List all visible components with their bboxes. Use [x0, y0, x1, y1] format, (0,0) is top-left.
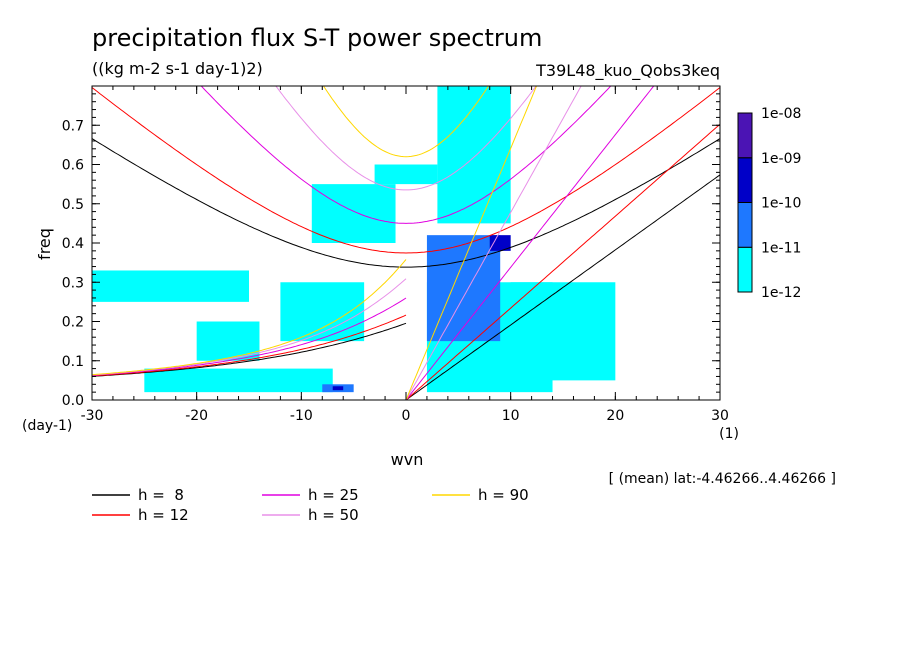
power-region	[374, 164, 438, 185]
colorbar: 1e-12 1e-11 1e-10 1e-09 1e-08	[737, 106, 801, 301]
curve-legend: h = 8 h = 12 h = 25 h = 50 h = 90	[92, 486, 529, 524]
colorbar-label: 1e-10	[761, 196, 801, 212]
legend-label: h = 90	[478, 486, 529, 504]
gravity-wave-curve	[92, 87, 720, 254]
x-axis-label: wvn	[391, 450, 424, 469]
power-region	[510, 282, 616, 381]
power-region	[144, 368, 333, 393]
chart-title: precipitation flux S-T power spectrum	[92, 24, 542, 52]
gravity-wave-curve	[275, 86, 537, 191]
colorbar-swatch	[737, 157, 753, 203]
legend-label: h = 8	[138, 486, 184, 504]
kelvin-wave-curve	[405, 86, 655, 400]
kelvin-wave-curve	[405, 86, 582, 400]
x-unit-label: (1)	[719, 426, 739, 442]
x-axis-ticks: -30 -20 -10 0 10 20 30	[81, 86, 729, 424]
latitude-note: [ (mean) lat:-4.46266..4.46266 ]	[609, 471, 836, 487]
mrg-wave-curve	[92, 314, 407, 377]
experiment-label: T39L48_kuo_Qobs3keq	[535, 61, 720, 81]
y-tick-label: 0.0	[62, 393, 84, 409]
x-tick-label: -30	[81, 408, 104, 424]
power-region	[437, 86, 511, 224]
y-tick-label: 0.6	[62, 158, 84, 174]
legend-label: h = 25	[308, 486, 359, 504]
gravity-wave-curve	[322, 86, 490, 158]
power-region	[489, 235, 511, 251]
mrg-wave-curve	[92, 322, 407, 377]
colorbar-label: 1e-11	[761, 240, 801, 256]
power-region	[196, 321, 260, 361]
colorbar-swatch	[737, 202, 753, 248]
x-tick-label: 20	[606, 408, 624, 424]
kelvin-wave-curve	[405, 86, 538, 400]
power-region	[332, 386, 344, 391]
y-tick-label: 0.2	[62, 315, 84, 331]
colorbar-label: 1e-08	[761, 106, 801, 122]
y-tick-label: 0.7	[62, 118, 84, 134]
colorbar-swatch	[737, 112, 753, 159]
y-tick-label: 0.5	[62, 197, 84, 213]
chart-subtitle: ((kg m-2 s-1 day-1)2)	[92, 59, 263, 78]
colorbar-swatch	[737, 246, 753, 293]
power-region	[92, 270, 249, 302]
dispersion-curves	[92, 86, 720, 400]
gravity-wave-curve	[92, 138, 720, 268]
y-unit-label: (day-1)	[22, 418, 72, 434]
kelvin-wave-curve	[405, 174, 720, 400]
x-tick-label: 30	[711, 408, 729, 424]
mrg-wave-curve	[92, 259, 407, 376]
y-tick-label: 0.1	[62, 354, 84, 370]
kelvin-wave-curve	[405, 123, 720, 400]
y-tick-label: 0.4	[62, 236, 84, 252]
power-regions	[92, 86, 616, 393]
x-tick-label: 0	[402, 408, 411, 424]
legend-label: h = 50	[308, 506, 359, 524]
x-tick-label: 10	[502, 408, 520, 424]
gravity-wave-curve	[200, 86, 612, 224]
colorbar-label: 1e-09	[761, 151, 801, 167]
y-axis-ticks: 0.0 0.1 0.2 0.3 0.4 0.5 0.6 0.7	[62, 93, 720, 409]
y-axis-label: freq	[35, 228, 54, 260]
power-region	[311, 184, 396, 243]
y-tick-label: 0.3	[62, 275, 84, 291]
colorbar-label: 1e-12	[761, 285, 801, 301]
legend-label: h = 12	[138, 506, 189, 524]
x-tick-label: -20	[185, 408, 208, 424]
x-tick-label: -10	[290, 408, 313, 424]
mrg-wave-curve	[92, 297, 407, 376]
